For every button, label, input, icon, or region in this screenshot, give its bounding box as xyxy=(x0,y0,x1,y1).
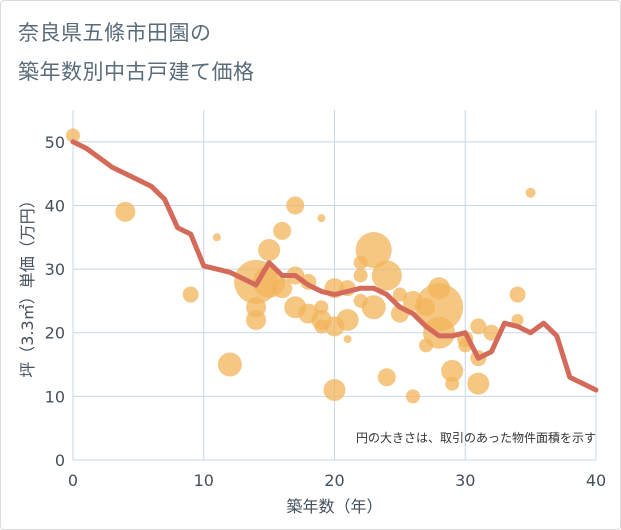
bubble-point xyxy=(212,233,221,242)
x-tick-label: 10 xyxy=(194,471,214,490)
bubble-point xyxy=(273,221,292,240)
bubble-point xyxy=(353,268,368,283)
bubble-point xyxy=(323,379,346,401)
bubble-point xyxy=(272,278,293,299)
bubble-size-note: 円の大きさは、取引のあった物件面積を示す xyxy=(356,430,596,445)
x-tick-label: 20 xyxy=(324,471,344,490)
x-axis-label: 築年数（年） xyxy=(286,497,382,516)
bubble-point xyxy=(371,260,402,291)
bubble-point xyxy=(343,335,352,344)
bubble-point xyxy=(509,286,526,303)
x-tick-label: 30 xyxy=(455,471,475,490)
bubble-point xyxy=(361,295,386,320)
x-tick-label: 40 xyxy=(586,471,606,490)
bubble-point xyxy=(467,372,490,395)
y-tick-label: 50 xyxy=(45,133,65,152)
bubble-point xyxy=(286,196,305,215)
bubble-point xyxy=(258,239,281,261)
x-tick-label: 0 xyxy=(68,471,78,490)
y-tick-label: 20 xyxy=(45,324,65,343)
bubble-point xyxy=(246,310,267,330)
bubble-point xyxy=(182,286,199,303)
grid-lines xyxy=(72,110,597,461)
chart-title-line2: 築年数別中古戸建て価格 xyxy=(18,60,255,84)
bubble-point xyxy=(511,314,524,326)
bubble-point xyxy=(525,187,536,198)
y-tick-label: 30 xyxy=(45,260,65,279)
bubble-point xyxy=(115,201,136,222)
x-tick-labels: 0 10 20 30 40 xyxy=(68,471,606,490)
bubble-point xyxy=(66,128,80,143)
bubble-point xyxy=(336,309,359,331)
bubble-point xyxy=(470,318,487,335)
bubble-point xyxy=(377,368,396,387)
bubble-point xyxy=(415,283,464,332)
bubble-point xyxy=(483,324,500,341)
trend-line xyxy=(70,139,599,393)
y-tick-label: 40 xyxy=(45,196,65,215)
bubble-point xyxy=(445,376,460,391)
y-tick-label: 0 xyxy=(55,451,65,470)
y-axis-label: 坪（3.3㎡）単価（万円） xyxy=(18,192,37,377)
y-tick-labels: 0 10 20 30 40 50 xyxy=(45,133,65,470)
bubble-point xyxy=(441,359,464,382)
bubble-point xyxy=(317,214,326,223)
bubble-point xyxy=(405,389,420,404)
bubble-point xyxy=(423,316,456,349)
chart-title-line1: 奈良県五條市田園の xyxy=(18,21,212,45)
bubble-point xyxy=(314,319,329,334)
bubble-point xyxy=(217,352,242,377)
bubble-point xyxy=(355,232,392,268)
y-tick-label: 10 xyxy=(45,387,65,406)
